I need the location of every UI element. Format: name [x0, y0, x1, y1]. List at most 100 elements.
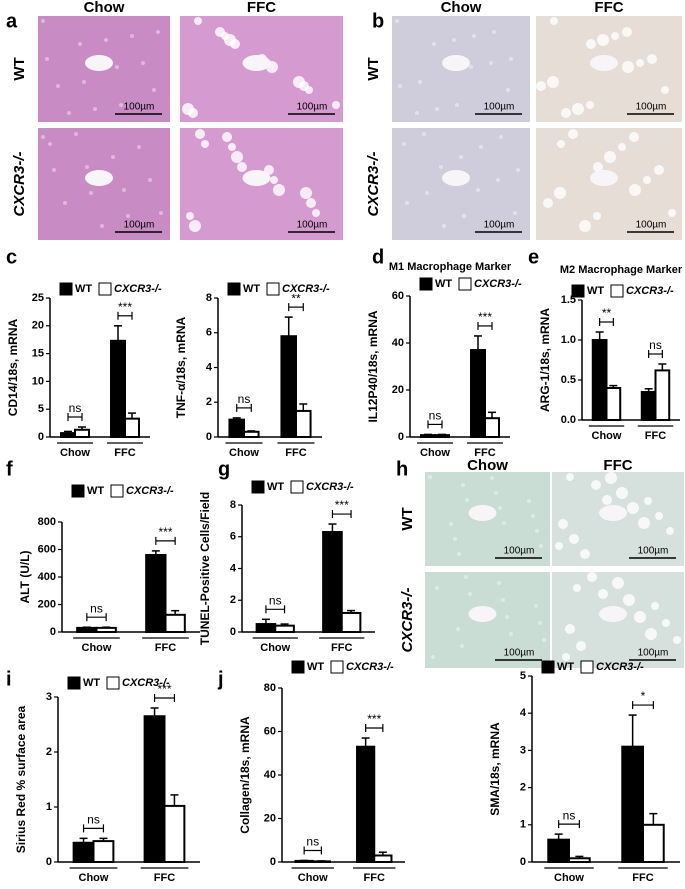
texture: [461, 483, 465, 487]
texture: [428, 475, 432, 479]
y-tick-label: 2: [520, 782, 526, 794]
bar: [568, 857, 591, 864]
significance-label: ***: [335, 498, 349, 512]
texture: [472, 34, 476, 38]
legend-label: CXCR3-/-: [126, 485, 174, 497]
bar: [294, 859, 314, 863]
texture: [78, 42, 82, 46]
texture: [501, 598, 505, 602]
y-tick-label: 15: [32, 348, 44, 360]
x-tick-label: FFC: [114, 447, 135, 459]
texture: [587, 572, 597, 582]
y-axis-label: IL12P40/18s, mRNA: [366, 310, 380, 422]
texture: [597, 34, 609, 46]
bar: [95, 626, 117, 633]
y-tick-label: 4: [206, 361, 213, 373]
texture: [435, 107, 439, 111]
legend-label: WT: [83, 677, 100, 689]
bar: [243, 430, 260, 439]
texture: [442, 224, 446, 228]
y-tick-label: 600: [38, 543, 56, 555]
y-tick-label: 8: [230, 499, 236, 511]
texture: [490, 476, 494, 480]
legend-label: CXCR3-/-: [346, 661, 394, 673]
scale-bar-label: 100µm: [636, 220, 667, 231]
texture: [479, 145, 483, 149]
significance-label: ns: [649, 338, 662, 352]
y-tick-label: 0: [520, 856, 526, 868]
panel-label: b: [372, 10, 384, 32]
bar: [274, 624, 295, 634]
texture: [655, 512, 663, 520]
y-tick-label: 0: [46, 856, 52, 868]
vessel: [599, 505, 627, 521]
texture: [231, 151, 243, 163]
significance-label: ns: [87, 813, 100, 827]
texture: [638, 517, 650, 529]
y-tick-label: 3: [520, 744, 526, 756]
legend-swatch: [458, 277, 472, 291]
legend-label: CXCR3-/-: [282, 283, 330, 295]
texture: [602, 495, 612, 505]
legend-swatch: [291, 660, 305, 674]
bar: [340, 611, 362, 634]
texture: [398, 84, 402, 88]
x-tick-label: Chow: [229, 447, 259, 459]
x-tick-label: FFC: [474, 447, 495, 459]
vessel: [242, 55, 271, 71]
texture: [415, 111, 419, 115]
scale-bar-label: 100µm: [638, 546, 669, 557]
texture: [629, 184, 641, 196]
x-tick-label: FFC: [285, 447, 306, 459]
texture: [489, 61, 493, 65]
texture: [452, 38, 456, 42]
significance-label: ns: [429, 409, 442, 423]
texture: [119, 103, 123, 107]
x-tick-label: FFC: [331, 642, 352, 654]
x-tick-label: Chow: [82, 642, 112, 654]
texture: [497, 581, 501, 585]
scale-bar-label: 100µm: [124, 220, 155, 231]
bar: [74, 428, 90, 439]
x-tick-label: Chow: [554, 872, 584, 884]
texture: [604, 151, 616, 163]
panel-label: e: [528, 246, 539, 268]
bar: [163, 804, 186, 864]
scale-bar-label: 100µm: [297, 102, 328, 113]
y-tick-label: 20: [392, 384, 404, 396]
vessel: [85, 170, 113, 186]
y-tick-label: 0.0: [561, 414, 576, 426]
texture: [182, 103, 194, 115]
significance-label: *: [641, 689, 646, 703]
y-tick-label: 3: [46, 691, 52, 703]
legend-swatch: [610, 284, 624, 298]
texture: [195, 129, 205, 139]
texture: [457, 552, 461, 556]
y-tick-label: 5: [520, 670, 526, 682]
column-header: Chow: [467, 457, 508, 474]
texture: [605, 472, 617, 484]
texture: [668, 209, 676, 217]
texture: [516, 168, 520, 172]
x-tick-label: FFC: [155, 642, 176, 654]
legend-label: CXCR3-/-: [626, 285, 674, 297]
texture: [449, 522, 453, 526]
bar: [642, 823, 665, 863]
y-tick-label: 20: [32, 320, 44, 332]
texture: [312, 209, 320, 217]
legend-label: CXCR3-/-: [596, 661, 644, 673]
legend-swatch: [67, 676, 81, 690]
texture: [93, 107, 97, 111]
texture: [498, 506, 502, 510]
legend-label: CXCR3-/-: [306, 481, 354, 493]
significance-label: **: [291, 291, 301, 305]
texture: [137, 145, 141, 149]
y-axis-label: TNF-α/18s, mRNA: [174, 316, 188, 418]
legend-label: WT: [267, 481, 284, 493]
y-tick-label: 0: [230, 626, 236, 638]
bar: [280, 335, 298, 439]
bar: [228, 418, 246, 438]
texture: [130, 34, 134, 38]
legend-label: WT: [75, 283, 92, 295]
legend-swatch: [290, 480, 304, 494]
